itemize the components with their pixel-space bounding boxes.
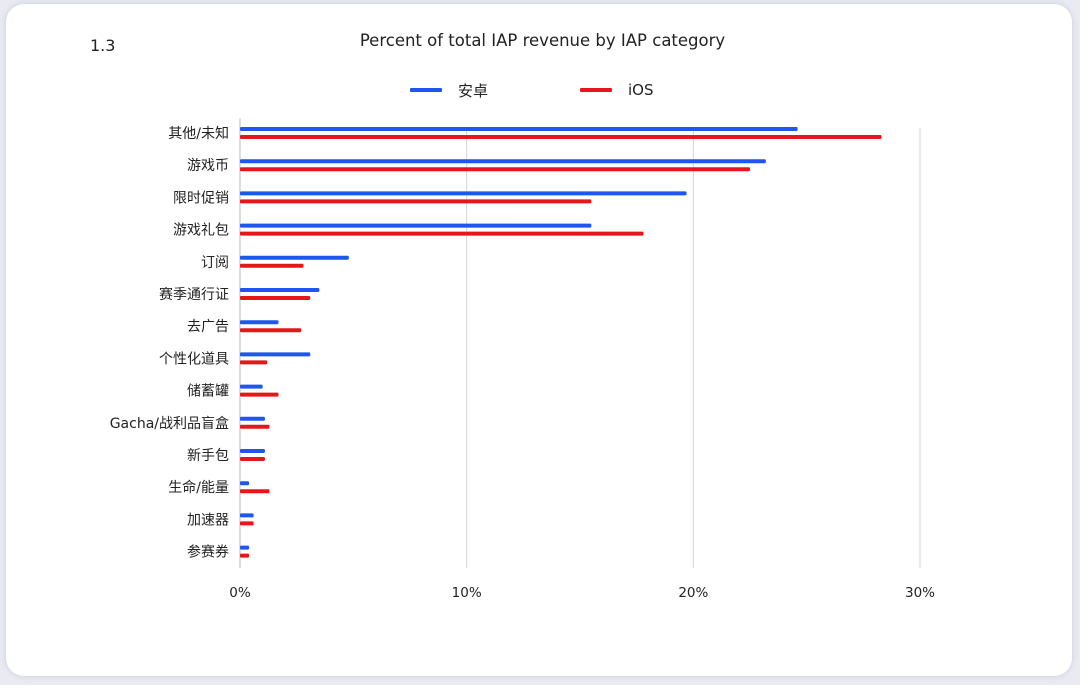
legend-label-ios: iOS <box>628 81 654 99</box>
bar-android <box>240 159 766 164</box>
category-label: 游戏币 <box>187 158 229 174</box>
category-label: Gacha/战利品盲盒 <box>110 415 229 432</box>
legend-item-ios: iOS <box>580 80 654 100</box>
category-label: 加速器 <box>187 512 229 528</box>
figure-number: 1.3 <box>90 36 116 55</box>
bar-android <box>240 127 798 131</box>
bar-android <box>240 320 279 325</box>
bar-ios <box>240 457 265 461</box>
bar-android <box>240 352 311 357</box>
category-label: 订阅 <box>201 255 229 271</box>
bar-ios <box>240 360 268 365</box>
x-tick-label: 20% <box>678 585 708 601</box>
x-tick-label: 30% <box>905 585 935 601</box>
category-label: 游戏礼包 <box>173 223 229 239</box>
category-label: 新手包 <box>187 448 229 464</box>
category-label: 其他/未知 <box>168 125 229 142</box>
bar-android <box>240 384 263 389</box>
bar-ios <box>240 392 279 397</box>
bar-android <box>240 288 320 292</box>
bar-ios <box>240 231 644 236</box>
category-label: 去广告 <box>187 319 229 335</box>
bar-ios <box>240 489 270 494</box>
bar-android <box>240 545 250 550</box>
bar-android <box>240 223 592 228</box>
bar-ios <box>240 521 254 526</box>
bar-ios <box>240 553 250 558</box>
legend-swatch-android <box>410 88 442 92</box>
bar-android <box>240 481 250 486</box>
bar-ios <box>240 167 750 172</box>
category-label: 限时促销 <box>173 190 229 206</box>
bar-ios <box>240 135 882 139</box>
legend-swatch-ios <box>580 88 612 92</box>
bar-android <box>240 255 349 260</box>
category-label: 储蓄罐 <box>187 384 229 400</box>
x-tick-label: 10% <box>452 585 482 601</box>
chart-card <box>6 4 1072 676</box>
bar-ios <box>240 424 270 429</box>
bar-android <box>240 449 265 453</box>
bar-android <box>240 191 687 196</box>
bar-ios <box>240 199 592 204</box>
bar-ios <box>240 328 302 333</box>
x-tick-label: 0% <box>229 585 251 601</box>
bar-android <box>240 416 265 421</box>
category-label: 个性化道具 <box>159 351 229 367</box>
chart-title: Percent of total IAP revenue by IAP cate… <box>359 31 726 50</box>
bar-ios <box>240 263 304 268</box>
category-label: 赛季通行证 <box>159 287 229 303</box>
category-label: 参赛券 <box>187 544 229 561</box>
bar-android <box>240 513 254 518</box>
legend-item-android: 安卓 <box>410 80 488 100</box>
category-label: 生命/能量 <box>168 479 229 496</box>
legend-label-android: 安卓 <box>458 81 489 100</box>
bar-ios <box>240 296 311 300</box>
